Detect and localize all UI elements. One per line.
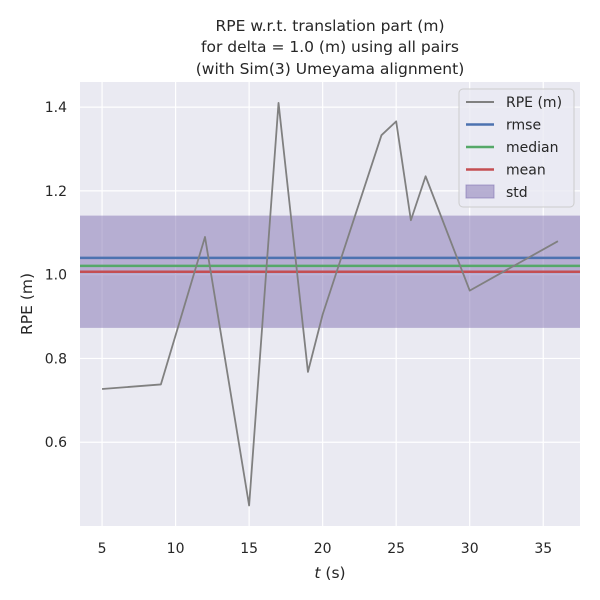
legend-label-mean: mean	[506, 163, 546, 179]
stat-lines-layer	[80, 256, 580, 273]
x-tick-label: 5	[98, 541, 107, 557]
y-tick-label: 1.4	[45, 100, 67, 116]
legend-label-median: median	[506, 140, 558, 156]
legend: RPE (m) rmse median mean std	[458, 88, 575, 208]
x-tick-label: 10	[167, 541, 185, 557]
title-line-1: RPE w.r.t. translation part (m)	[215, 17, 444, 35]
title-line-2: for delta = 1.0 (m) using all pairs	[201, 38, 459, 56]
title-line-3: (with Sim(3) Umeyama alignment)	[196, 60, 465, 78]
legend-swatch-std	[465, 184, 495, 199]
y-tick-label: 0.6	[45, 435, 67, 451]
y-tick-label: 1.0	[45, 268, 67, 284]
x-axis-label: t (s)	[314, 564, 345, 582]
x-tick-label: 25	[387, 541, 405, 557]
y-axis-label: RPE (m)	[18, 273, 36, 335]
y-tick-labels: 0.6 0.8 1.0 1.2 1.4	[45, 100, 67, 451]
x-tick-label: 20	[314, 541, 332, 557]
x-tick-labels: 5 10 15 20 25 30 35	[98, 541, 553, 557]
legend-box	[458, 88, 575, 208]
y-tick-label: 1.2	[45, 184, 67, 200]
x-axis-label-var: t	[314, 564, 321, 582]
legend-label-rpe: RPE (m)	[506, 95, 562, 111]
x-tick-label: 35	[534, 541, 552, 557]
legend-label-rmse: rmse	[506, 118, 541, 134]
y-tick-label: 0.8	[45, 351, 67, 367]
legend-label-std: std	[506, 185, 528, 201]
rpe-series-line	[101, 102, 559, 507]
x-tick-label: 30	[461, 541, 479, 557]
x-tick-label: 15	[240, 541, 258, 557]
x-axis-label-unit: (s)	[320, 564, 345, 582]
chart-title: RPE w.r.t. translation part (m) for delt…	[196, 17, 465, 78]
series-layer	[101, 102, 559, 507]
